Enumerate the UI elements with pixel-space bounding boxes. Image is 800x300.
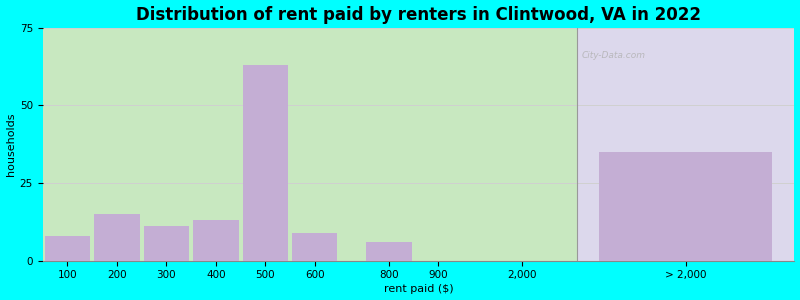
Bar: [242, 65, 288, 261]
Y-axis label: households: households: [6, 112, 15, 176]
Bar: [366, 242, 412, 261]
Bar: [193, 220, 238, 261]
Bar: [94, 214, 140, 261]
Bar: [45, 236, 90, 261]
Bar: [577, 28, 794, 261]
Bar: [143, 226, 189, 261]
Bar: [292, 232, 338, 261]
Text: City-Data.com: City-Data.com: [582, 51, 646, 60]
Title: Distribution of rent paid by renters in Clintwood, VA in 2022: Distribution of rent paid by renters in …: [136, 6, 701, 24]
Bar: [599, 152, 772, 261]
X-axis label: rent paid ($): rent paid ($): [384, 284, 454, 294]
